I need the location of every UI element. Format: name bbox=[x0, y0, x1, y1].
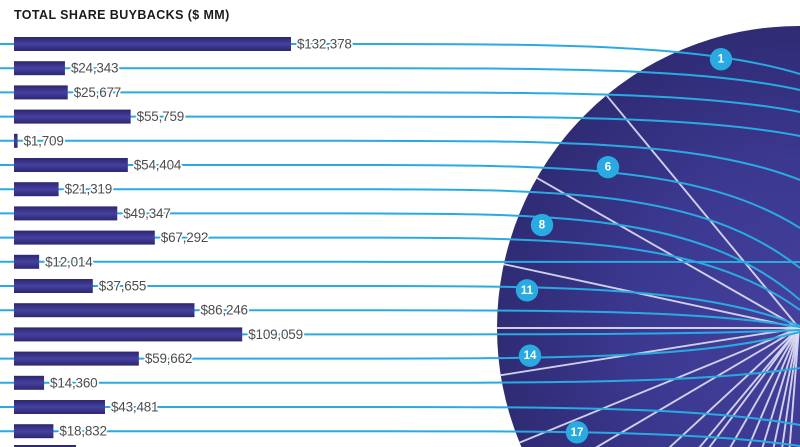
bar bbox=[14, 37, 291, 51]
bar bbox=[14, 85, 68, 100]
pie-chart bbox=[497, 26, 800, 447]
bar bbox=[14, 133, 18, 148]
bar bbox=[14, 351, 139, 366]
callout-badge-number: 14 bbox=[524, 350, 537, 362]
bar bbox=[14, 158, 128, 172]
bar bbox=[14, 400, 105, 414]
bar-value-label: $25,677 bbox=[74, 85, 121, 100]
bar-value-label: $59,662 bbox=[145, 351, 192, 366]
connector-line bbox=[0, 139, 800, 181]
pie-slice-divider bbox=[503, 263, 800, 329]
bar-value-label: $49,347 bbox=[123, 206, 170, 221]
chart-title: TOTAL SHARE BUYBACKS ($ MM) bbox=[14, 8, 230, 22]
callout-badge-number: 1 bbox=[718, 54, 725, 66]
bar bbox=[14, 279, 93, 293]
pie-slice-divider bbox=[698, 327, 800, 447]
bar-value-label: $14,360 bbox=[50, 375, 97, 390]
connector-line bbox=[0, 91, 800, 113]
bar-value-label: $132,378 bbox=[297, 37, 352, 52]
bar bbox=[14, 206, 118, 221]
pie-slice-divider bbox=[668, 327, 800, 447]
bar bbox=[14, 109, 131, 124]
callout-badge bbox=[518, 344, 542, 367]
bar bbox=[14, 182, 59, 197]
bar-partial bbox=[14, 445, 76, 447]
pie-slice-divider bbox=[772, 327, 800, 447]
connector-line bbox=[0, 115, 800, 137]
connector-lines bbox=[0, 43, 800, 447]
connector-line bbox=[0, 309, 800, 328]
pie-slice-divider bbox=[519, 327, 800, 444]
connector-line bbox=[0, 329, 800, 336]
connector-line bbox=[0, 430, 800, 447]
callout-badge bbox=[565, 421, 589, 444]
pie-slice-divider bbox=[781, 327, 800, 447]
bar-value-label: $86,246 bbox=[200, 303, 247, 318]
bar-value-label: $109,059 bbox=[248, 327, 303, 342]
bar-value-label: $43,481 bbox=[111, 400, 158, 415]
bar bbox=[14, 230, 155, 245]
connector-line bbox=[0, 188, 800, 269]
bar-value-label: $18,832 bbox=[59, 424, 106, 439]
callout-badge-number: 6 bbox=[605, 162, 611, 174]
bar bbox=[14, 254, 40, 269]
connector-line bbox=[0, 67, 800, 91]
bar-value-label: $1,709 bbox=[24, 133, 64, 148]
callout-badge bbox=[596, 155, 620, 179]
callout-badge bbox=[515, 279, 539, 302]
bar bbox=[14, 424, 54, 439]
callout-badge-number: 11 bbox=[521, 285, 534, 297]
connector-line bbox=[0, 236, 800, 311]
callout-badges: 1 6 8 11 14 17 bbox=[515, 48, 733, 444]
bar bbox=[14, 327, 243, 342]
callout-badge bbox=[709, 48, 733, 71]
connector-line bbox=[0, 331, 800, 360]
connector-line bbox=[0, 406, 800, 426]
bar bbox=[14, 61, 65, 76]
pie-slice-divider bbox=[788, 327, 800, 447]
callout-badge-number: 17 bbox=[571, 427, 584, 439]
bar-value-label: $24,343 bbox=[71, 61, 118, 76]
bar-value-label: $54,404 bbox=[134, 158, 182, 173]
bar-value-label: $37,655 bbox=[99, 279, 146, 294]
pie-slice-divider bbox=[761, 327, 800, 447]
bars: $132,378 $24,343 $25,677 $55,759 $1,709 $54,4… bbox=[14, 35, 354, 447]
pie-slice-divider bbox=[595, 327, 800, 447]
bar-value-label: $12,014 bbox=[45, 254, 93, 269]
callout-badge-number: 8 bbox=[539, 220, 546, 232]
bar-value-label: $67,292 bbox=[161, 230, 208, 245]
pie-slice-divider bbox=[536, 177, 800, 329]
pie-slice-divider bbox=[500, 327, 800, 377]
connector-line bbox=[0, 43, 800, 75]
pie-slice-divider bbox=[708, 327, 800, 447]
connector-line bbox=[0, 285, 800, 327]
callout-badge bbox=[530, 213, 554, 237]
bar bbox=[14, 375, 45, 390]
bar-value-label: $21,319 bbox=[65, 182, 112, 197]
pie-slice-divider bbox=[747, 327, 800, 447]
connector-line bbox=[0, 367, 800, 384]
connector-line bbox=[0, 212, 800, 301]
bar bbox=[14, 303, 195, 318]
bar-value-label: $55,759 bbox=[137, 109, 184, 124]
